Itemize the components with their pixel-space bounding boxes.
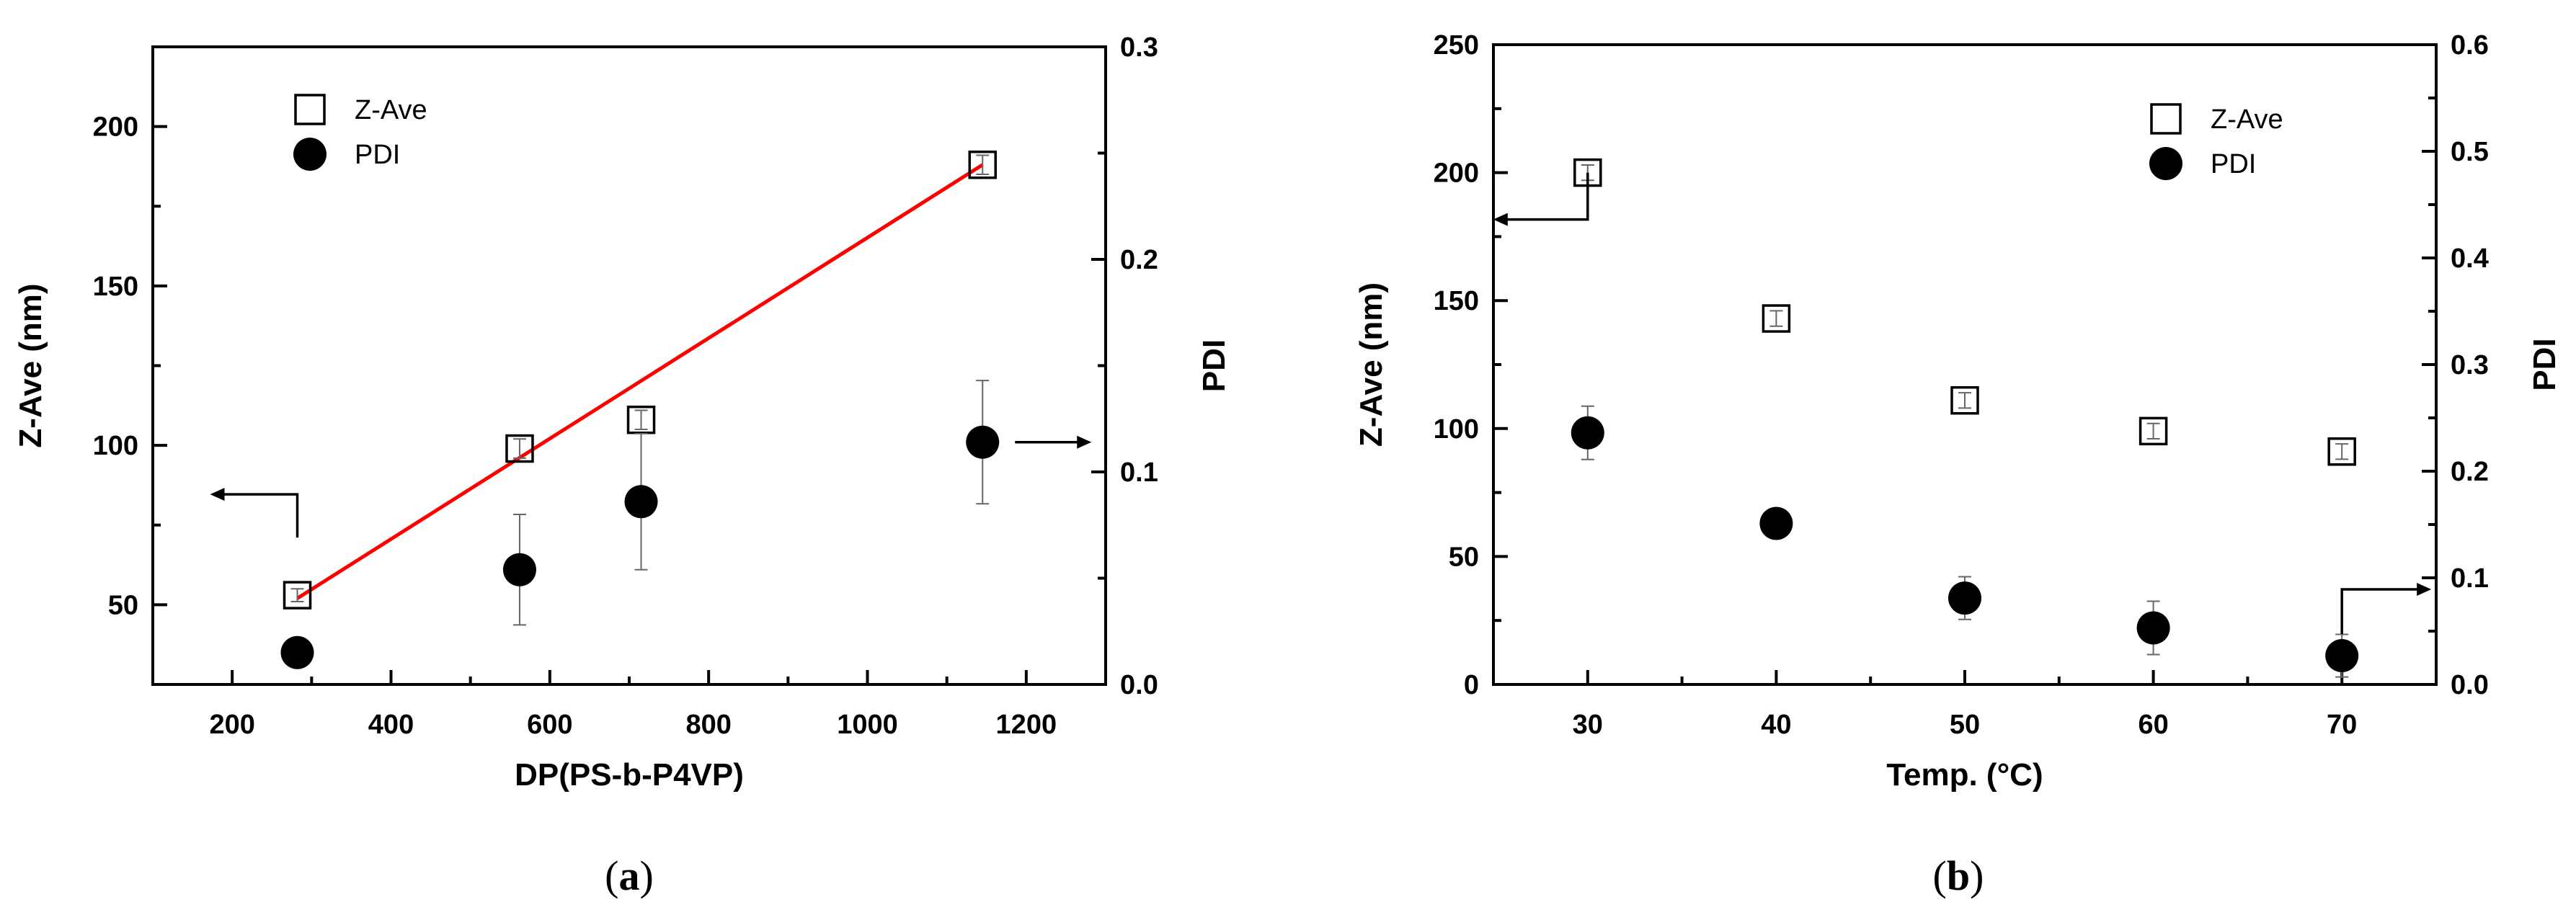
y-tick-label: 50 [1449,542,1479,572]
y-tick-label: 150 [93,272,138,302]
linear-fit-line [296,163,984,600]
pdi-point [280,635,314,669]
y2-tick-label: 0.1 [1120,458,1158,488]
y2-tick-label: 0.2 [1120,245,1158,275]
legend-label: PDI [2211,149,2256,179]
axis-arrow-head [1493,213,1508,226]
x-tick-label: 60 [2138,710,2168,740]
z-ave-point [2138,416,2168,446]
x-tick-label: 800 [685,710,731,740]
z-ave-point [968,150,997,179]
x-tick-label: 400 [368,710,414,740]
y2-axis-title: PDI [2527,338,2562,390]
pdi-point [1948,581,1981,615]
legend-square-marker [2150,103,2182,135]
y-tick-label: 250 [1434,30,1479,61]
y-tick-label: 100 [1434,414,1479,445]
legend-circle-marker [293,138,327,171]
x-tick-label: 600 [527,710,572,740]
z-ave-point [505,434,534,463]
y2-tick-label: 0.6 [2451,30,2489,61]
pdi-point [2136,611,2170,645]
y-tick-label: 100 [93,431,138,461]
legend-circle-marker [2149,147,2182,180]
axis-arrow-head [2417,583,2432,597]
z-ave-point [2327,437,2356,466]
pdi-point [1759,506,1793,540]
x-tick-label: 1000 [837,710,898,740]
legend-label: Z-Ave [2211,104,2283,135]
x-tick-label: 40 [1761,710,1791,740]
x-tick-label: 200 [209,710,254,740]
panel-caption: (b) [1933,852,1984,899]
legend-label: PDI [355,140,400,170]
axis-arrow-line [1504,172,1589,221]
pdi-point [624,485,658,519]
y-tick-label: 0 [1464,670,1479,700]
y2-tick-label: 0.0 [2451,670,2489,700]
y2-tick-label: 0.4 [2451,244,2489,274]
chart-panel-b: 30 40 50 60 70 0 50 100 150 200 250 0.0 0.1 0.2 0.3 0.4… [1354,30,2562,899]
z-ave-point [1950,385,1979,415]
legend-label: Z-Ave [355,95,427,125]
axis-arrow-head [210,488,225,501]
legend-square-marker [294,94,326,125]
y2-axis-title: PDI [1196,339,1232,392]
y-tick-label: 50 [108,590,138,620]
x-tick-label: 30 [1573,710,1603,740]
y-axis-title: Z-Ave (nm) [1354,282,1389,447]
y2-tick-label: 0.1 [2451,563,2489,594]
axis-arrow-head [1077,435,1092,449]
x-axis-title: Temp. (°C) [1886,757,2043,793]
x-axis-title: DP(PS-b-P4VP) [515,757,744,793]
y-tick-label: 200 [93,112,138,143]
z-ave-point [626,405,656,434]
z-ave-point [1762,304,1791,333]
pdi-point [966,425,1000,459]
chart-panel-a: 200 400 600 800 1000 1200 50 100 150 200 0.0 0.1 0.2… [13,32,1232,899]
y-tick-label: 200 [1434,159,1479,189]
x-tick-label: 70 [2327,710,2357,740]
y2-tick-label: 0.2 [2451,457,2489,487]
pdi-point [2325,639,2359,673]
x-tick-label: 50 [1950,710,1980,740]
y2-tick-label: 0.0 [1120,670,1158,700]
pdi-point [1571,416,1604,450]
y2-tick-label: 0.3 [1120,32,1158,63]
y-axis-title: Z-Ave (nm) [13,283,48,447]
z-ave-point [283,581,312,610]
y-tick-label: 150 [1434,286,1479,316]
axis-arrow-line [2340,588,2420,635]
y2-tick-label: 0.3 [2451,350,2489,380]
axis-arrow-line [221,493,299,538]
panel-caption: (a) [605,852,654,899]
x-tick-label: 1200 [996,710,1057,740]
y2-tick-label: 0.5 [2451,137,2489,167]
pdi-point [502,553,536,586]
